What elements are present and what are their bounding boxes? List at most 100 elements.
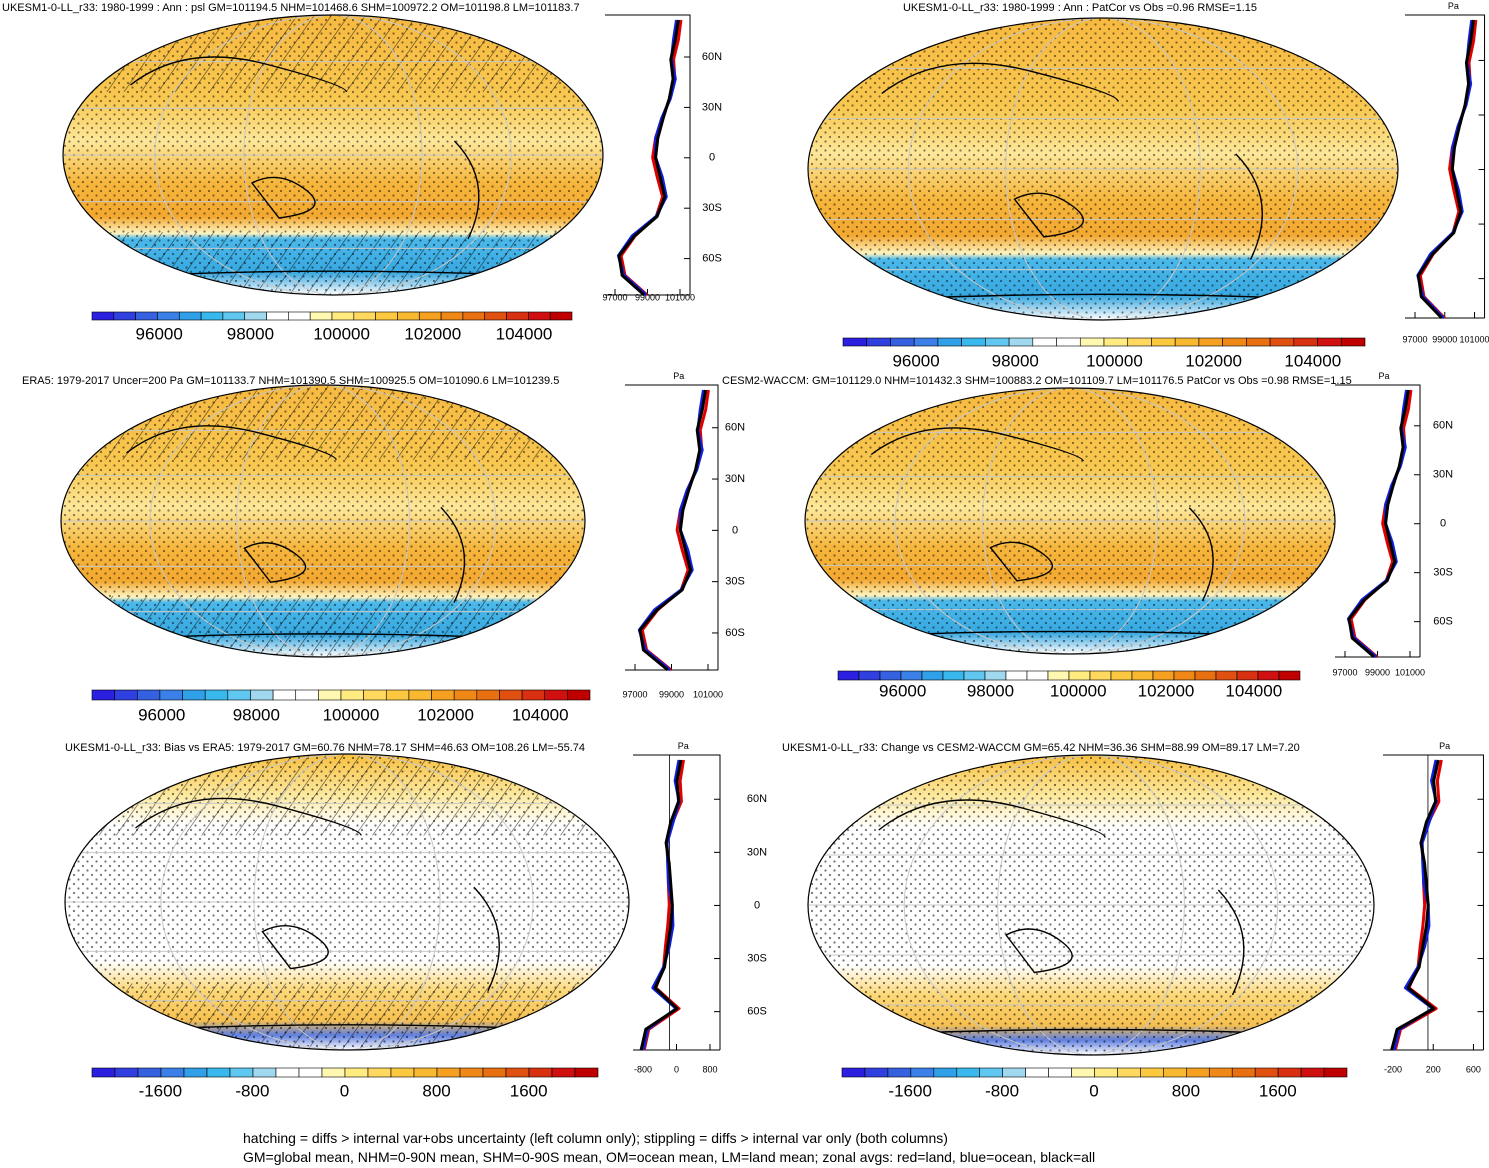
colorbar-swatch bbox=[182, 689, 206, 701]
zonal-lat-label: 60S bbox=[747, 1006, 767, 1018]
zonal-x-label: 800 bbox=[702, 1064, 717, 1074]
colorbar-label: 104000 bbox=[1284, 351, 1341, 370]
zonal-curve bbox=[1346, 389, 1408, 659]
colorbar-swatch bbox=[275, 1067, 300, 1078]
colorbar-swatch bbox=[298, 1067, 323, 1078]
colorbar-swatch bbox=[375, 311, 398, 321]
colorbar-swatch bbox=[1300, 1067, 1325, 1078]
colorbar-swatch bbox=[521, 689, 546, 701]
colorbar-swatch bbox=[1103, 337, 1129, 347]
zonal-x-label: 99000 bbox=[1432, 334, 1457, 344]
hatching bbox=[61, 595, 585, 657]
hatching bbox=[63, 15, 603, 92]
colorbar-swatch bbox=[1117, 1067, 1141, 1078]
zonal-lat-label: 30S bbox=[747, 952, 767, 964]
colorbar-swatch bbox=[544, 689, 568, 701]
zonal-lat-label: 30N bbox=[725, 473, 745, 485]
colorbar-swatch bbox=[984, 670, 1007, 681]
colorbar-swatch bbox=[135, 311, 158, 321]
colorbar-swatch bbox=[250, 689, 274, 701]
colorbar-label: 96000 bbox=[136, 324, 183, 343]
zonal-x-label: -200 bbox=[1384, 1064, 1402, 1074]
colorbar-swatch bbox=[1198, 337, 1223, 347]
zonal-unit: Pa bbox=[1448, 1, 1459, 11]
zonal-lat-label: 30S bbox=[725, 576, 745, 588]
colorbar-label: -1600 bbox=[888, 1081, 931, 1100]
colorbar-label: 104000 bbox=[512, 705, 569, 724]
zonal-lat-label: 30N bbox=[747, 846, 767, 858]
colorbar-swatch bbox=[137, 1067, 162, 1078]
colorbar-swatch bbox=[91, 311, 115, 321]
colorbar-swatch bbox=[858, 670, 881, 681]
meridian bbox=[243, 15, 423, 295]
map-body bbox=[805, 388, 1335, 654]
colorbar-swatch bbox=[1110, 670, 1133, 681]
map-border bbox=[807, 17, 1399, 321]
zonal-unit: Pa bbox=[678, 741, 689, 751]
map-body bbox=[808, 755, 1374, 1055]
colorbar-label: 0 bbox=[1089, 1081, 1098, 1100]
zonal-x-label: 101000 bbox=[693, 689, 723, 699]
colorbar-swatch bbox=[484, 311, 507, 321]
zonal-lat-label: 0 bbox=[1440, 518, 1446, 530]
footer-line: GM=global mean, NHM=0-90N mean, SHM=0-90… bbox=[243, 1149, 1095, 1165]
colorbar-swatch bbox=[367, 1067, 392, 1078]
zonal-x-label: -800 bbox=[634, 1064, 652, 1074]
colorbar-swatch bbox=[136, 689, 161, 701]
colorbar-label: 104000 bbox=[496, 324, 553, 343]
panel-title: UKESM1-0-LL_r33: 1980-1999 : Ann : psl G… bbox=[2, 2, 580, 14]
colorbar-swatch bbox=[222, 311, 246, 321]
zonal-unit: Pa bbox=[1378, 371, 1389, 381]
meridian bbox=[894, 388, 1246, 654]
map bbox=[64, 753, 630, 1051]
colorbar-swatch bbox=[1025, 1067, 1049, 1078]
meridian bbox=[160, 754, 534, 1050]
colorbar-label: 100000 bbox=[1086, 351, 1143, 370]
zonal-curve bbox=[637, 389, 705, 672]
colorbar-label: 102000 bbox=[1185, 351, 1242, 370]
colorbar-swatch bbox=[340, 689, 364, 701]
colorbar-swatch bbox=[1071, 1067, 1095, 1078]
colorbar-swatch bbox=[482, 1067, 507, 1078]
colorbar-swatch bbox=[436, 1067, 461, 1078]
zonal-curve bbox=[617, 19, 680, 297]
hatching bbox=[63, 232, 603, 295]
colorbar-swatch bbox=[353, 311, 376, 321]
colorbar-swatch bbox=[178, 311, 202, 321]
colorbar-swatch bbox=[462, 311, 486, 321]
colorbar-swatch bbox=[506, 311, 529, 321]
colorbar-swatch bbox=[567, 689, 591, 701]
colorbar-swatch bbox=[551, 1067, 576, 1078]
colorbar-swatch bbox=[1127, 337, 1152, 347]
zonal-lat-label: 60N bbox=[747, 793, 767, 805]
zonal-frame bbox=[625, 384, 719, 671]
colorbar-label: -1600 bbox=[139, 1081, 182, 1100]
colorbar-swatch bbox=[113, 311, 136, 321]
colorbar-swatch bbox=[864, 1067, 889, 1078]
colorbar-label: -800 bbox=[235, 1081, 269, 1100]
colorbar-swatch bbox=[288, 311, 311, 321]
colorbar-swatch bbox=[979, 1067, 1003, 1078]
colorbar-swatch bbox=[1008, 337, 1034, 347]
panel-title: UKESM1-0-LL_r33: Bias vs ERA5: 1979-2017… bbox=[65, 742, 585, 754]
zonal-curve bbox=[1390, 759, 1440, 1051]
zonal-lat-label: 0 bbox=[732, 524, 738, 536]
colorbar-swatch bbox=[1056, 337, 1081, 347]
zonal-x-label: 99000 bbox=[635, 292, 660, 302]
colorbar-swatch bbox=[91, 1067, 116, 1078]
colorbar-swatch bbox=[1048, 1067, 1072, 1078]
coastline bbox=[837, 62, 1369, 303]
colorbar-swatch bbox=[913, 337, 939, 347]
colorbar-swatch bbox=[321, 1067, 346, 1078]
colorbar-swatch bbox=[1163, 1067, 1187, 1078]
colorbar-label: 96000 bbox=[138, 705, 185, 724]
colorbar-swatch bbox=[159, 689, 183, 701]
zonal-curve bbox=[1347, 389, 1410, 659]
meridian bbox=[253, 754, 441, 1050]
coastline bbox=[831, 427, 1309, 639]
colorbar-swatch bbox=[1094, 1067, 1118, 1078]
colorbar-swatch bbox=[1174, 337, 1200, 347]
colorbar-label: -800 bbox=[985, 1081, 1019, 1100]
colorbar-swatch bbox=[1068, 670, 1091, 681]
